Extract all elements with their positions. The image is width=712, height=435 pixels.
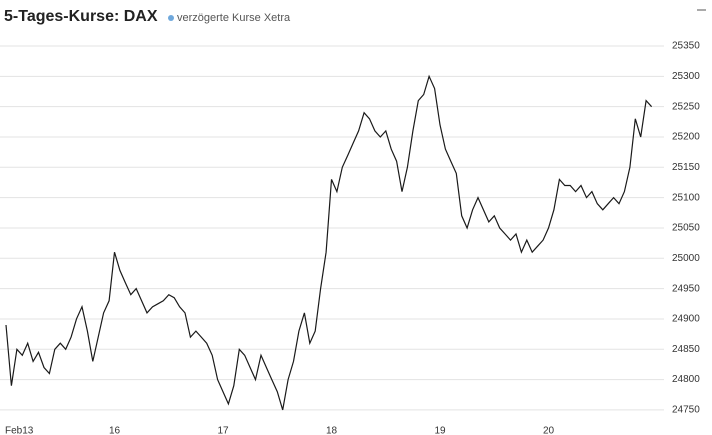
x-tick-label: 18 [326, 426, 338, 435]
y-tick-label: 24750 [672, 405, 700, 416]
x-tick-label: 17 [217, 426, 229, 435]
price-line [5, 74, 653, 411]
x-tick-label: Feb13 [5, 426, 34, 435]
chart-subtitle: verzögerte Kurse Xetra [177, 12, 291, 24]
y-tick-label: 25050 [672, 223, 700, 234]
y-tick-label: 24900 [672, 314, 700, 325]
chart-title: 5-Tages-Kurse: DAX [4, 8, 158, 25]
y-tick-label: 24800 [672, 374, 700, 385]
x-tick-label: 16 [109, 426, 121, 435]
y-tick-label: 25350 [672, 41, 700, 52]
x-tick-label: 19 [434, 426, 446, 435]
y-tick-label: 24850 [672, 344, 700, 355]
y-tick-label: 25150 [672, 162, 700, 173]
subtitle-dot [168, 15, 174, 21]
y-tick-label: 25300 [672, 71, 700, 82]
y-tick-label: 25200 [672, 132, 700, 143]
y-tick-label: 25000 [672, 253, 700, 264]
y-tick-label: 24950 [672, 283, 700, 294]
y-tick-label: 25250 [672, 101, 700, 112]
y-tick-label: 25100 [672, 192, 700, 203]
x-tick-label: 20 [543, 426, 555, 435]
